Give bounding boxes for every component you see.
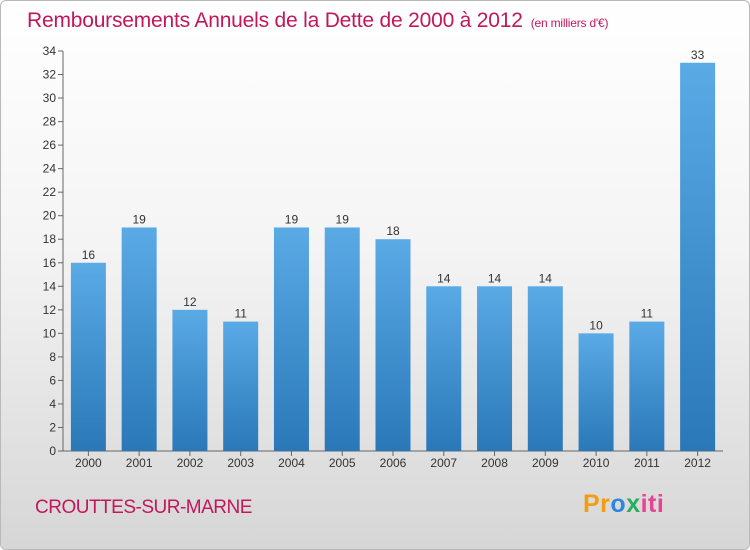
x-tick-label: 2000 [75, 456, 102, 470]
bar-value-label: 19 [336, 212, 350, 226]
bar [578, 333, 614, 451]
bar [324, 227, 360, 451]
x-tick-label: 2001 [126, 456, 153, 470]
bar [426, 286, 462, 451]
x-tick-label: 2007 [430, 456, 457, 470]
bar [172, 309, 208, 451]
y-tick-label: 34 [43, 44, 57, 58]
y-tick-label: 14 [43, 279, 57, 293]
bar-value-label: 14 [488, 271, 502, 285]
bar [70, 262, 106, 451]
logo-part-2: o [610, 490, 627, 518]
x-tick-label: 2003 [227, 456, 254, 470]
bar-value-label: 19 [285, 212, 299, 226]
x-tick-label: 2012 [684, 456, 711, 470]
bar [375, 239, 411, 451]
bar-value-label: 14 [437, 271, 451, 285]
y-tick-label: 2 [49, 420, 56, 434]
y-tick-label: 32 [43, 68, 57, 82]
bar [680, 62, 716, 451]
bar-value-label: 10 [589, 318, 603, 332]
bar-value-label: 18 [386, 224, 400, 238]
bar [121, 227, 157, 451]
x-tick-label: 2011 [634, 456, 660, 470]
x-tick-label: 2008 [481, 456, 508, 470]
y-tick-label: 10 [43, 326, 57, 340]
y-tick-label: 30 [43, 91, 57, 105]
bar [527, 286, 563, 451]
x-tick-label: 2010 [583, 456, 610, 470]
chart-title-text: Remboursements Annuels de la Dette de 20… [27, 9, 523, 32]
y-tick-label: 26 [43, 138, 57, 152]
proxiti-logo: Proxiti [583, 490, 664, 519]
y-tick-label: 0 [49, 444, 56, 458]
y-tick-label: 28 [43, 115, 57, 129]
y-tick-label: 20 [43, 209, 57, 223]
bar-value-label: 16 [82, 248, 96, 262]
bar [629, 321, 665, 451]
bar-value-label: 12 [183, 295, 197, 309]
bar-value-label: 11 [234, 307, 247, 321]
bar-chart: 0246810121416182022242628303234162000192… [43, 44, 723, 470]
logo-part-3: x [626, 490, 641, 518]
x-tick-label: 2002 [177, 456, 204, 470]
y-tick-label: 16 [43, 256, 57, 270]
x-tick-label: 2005 [329, 456, 356, 470]
commune-name: CROUTTES-SUR-MARNE [35, 497, 252, 518]
chart-unit: (en milliers d'€) [530, 16, 609, 30]
y-tick-label: 22 [43, 185, 57, 199]
y-tick-label: 12 [43, 303, 57, 317]
bar [477, 286, 513, 451]
x-tick-label: 2004 [278, 456, 305, 470]
bar-value-label: 14 [539, 271, 553, 285]
bar-value-label: 19 [132, 212, 146, 226]
chart-title: Remboursements Annuels de la Dette de 20… [27, 9, 608, 33]
x-tick-label: 2006 [380, 456, 407, 470]
bar [273, 227, 309, 451]
y-tick-label: 24 [43, 162, 57, 176]
bar-value-label: 11 [641, 307, 654, 321]
y-tick-label: 6 [49, 373, 56, 387]
y-tick-label: 4 [49, 397, 56, 411]
y-tick-label: 8 [49, 350, 56, 364]
bar-value-label: 33 [691, 48, 705, 62]
x-tick-label: 2009 [532, 456, 559, 470]
logo-part-4: iti [640, 490, 665, 518]
y-tick-label: 18 [43, 232, 57, 246]
logo-part-1: Pr [583, 490, 611, 518]
bar [223, 321, 259, 451]
